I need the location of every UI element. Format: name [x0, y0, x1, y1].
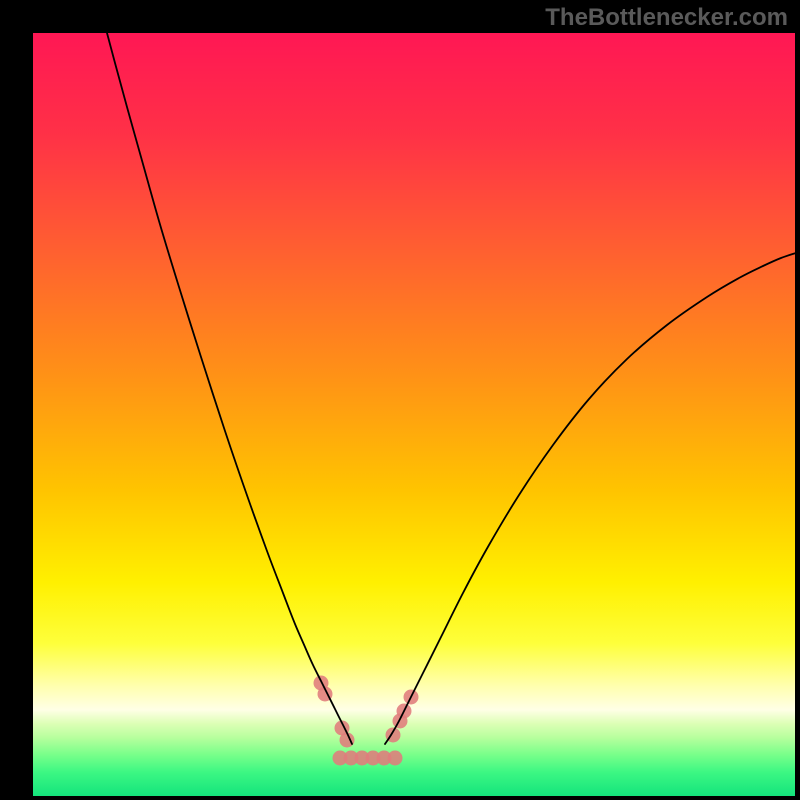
plot-area — [33, 33, 795, 796]
left-curve — [107, 33, 352, 744]
right-curve — [385, 253, 795, 744]
curve-layer — [33, 33, 795, 796]
watermark-text: TheBottlenecker.com — [545, 4, 788, 32]
valley-marker — [388, 751, 403, 766]
